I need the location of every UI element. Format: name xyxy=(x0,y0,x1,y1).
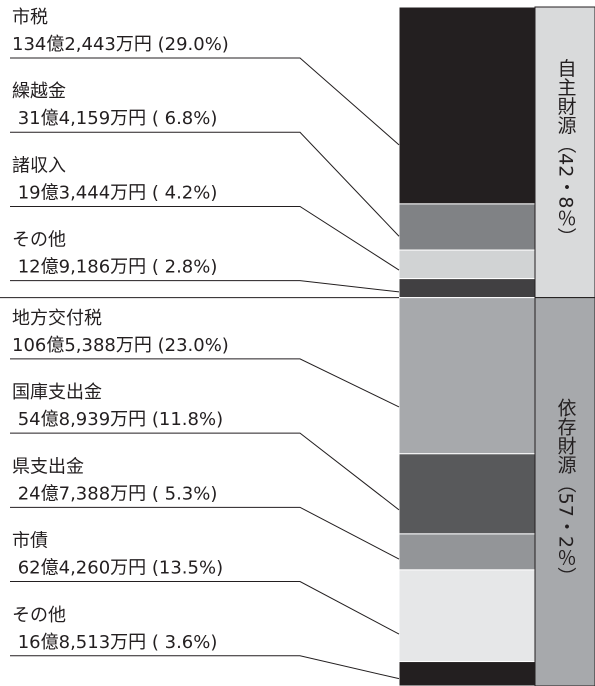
category-label: 市債 xyxy=(12,531,48,552)
leader-line xyxy=(10,131,400,237)
bar-segment xyxy=(398,203,536,251)
value-label: 31億4,159万円 ( 6.8%) xyxy=(12,108,217,129)
value-label: 106億5,388万円 (23.0%) xyxy=(12,335,229,356)
value-label: 19億3,444万円 ( 4.2%) xyxy=(12,182,217,203)
category-label: その他 xyxy=(12,230,66,251)
bar-segment xyxy=(398,6,536,205)
bar-segment xyxy=(398,249,536,280)
leader-line xyxy=(10,432,400,511)
category-label: 地方交付税 xyxy=(12,308,102,329)
value-label: 62億4,260万円 (13.5%) xyxy=(12,558,223,579)
bar-segment xyxy=(398,661,536,686)
value-label: 16億8,513万円 ( 3.6%) xyxy=(12,632,217,653)
bar-segment xyxy=(398,453,536,535)
leader-line xyxy=(10,57,400,146)
category-label: その他 xyxy=(12,605,66,626)
leader-line xyxy=(10,506,400,560)
category-label: 繰越金 xyxy=(12,81,66,102)
bar-segment xyxy=(398,533,536,571)
value-label: 134億2,443万円 (29.0%) xyxy=(12,34,229,55)
category-label: 県支出金 xyxy=(12,456,84,477)
leader-line xyxy=(10,581,400,635)
category-label: 国庫支出金 xyxy=(12,382,102,403)
category-label: 市税 xyxy=(12,7,48,28)
leader-line xyxy=(10,358,400,408)
group-label: 依存財源（57・2％） xyxy=(555,397,577,586)
value-label: 12億9,186万円 ( 2.8%) xyxy=(12,257,217,278)
bar-segment xyxy=(398,278,536,299)
leader-line xyxy=(10,655,400,680)
bar-segment xyxy=(398,569,536,663)
category-label: 諸収入 xyxy=(12,155,66,176)
value-label: 54億8,939万円 (11.8%) xyxy=(12,409,223,430)
group-box xyxy=(534,297,595,686)
bar-segment xyxy=(398,297,536,455)
leader-line xyxy=(10,280,400,293)
value-label: 24億7,388万円 ( 5.3%) xyxy=(12,483,217,504)
group-box xyxy=(534,6,595,299)
group-label: 自主財源（42・8％） xyxy=(555,58,577,247)
leader-line xyxy=(10,205,400,271)
